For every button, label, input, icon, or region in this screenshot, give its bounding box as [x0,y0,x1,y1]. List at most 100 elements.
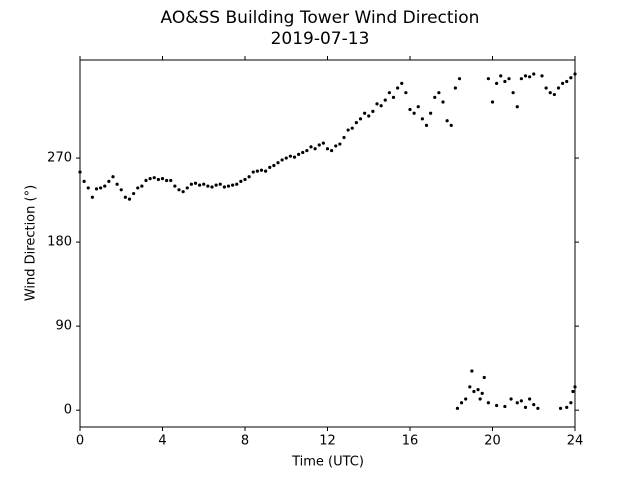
point [214,183,218,187]
point [156,177,160,182]
point [169,178,173,183]
point [86,186,90,190]
point [313,147,317,151]
point [272,163,276,168]
x-tick-label: 8 [241,434,249,449]
x-tick-label: 16 [402,434,419,449]
point [140,184,144,188]
point [185,186,189,190]
point [408,107,412,112]
point [371,109,375,113]
point [239,179,243,183]
y-tick-label: 0 [64,403,72,418]
point [82,179,86,183]
point [396,86,400,90]
x-tick-label: 0 [76,434,84,449]
point [565,79,569,84]
point [103,184,107,188]
point [350,126,354,130]
chart-subtitle: 2019-07-13 [271,29,370,49]
point [486,77,490,81]
point [342,135,346,140]
point [509,397,513,401]
point [288,154,292,158]
point [177,188,181,192]
point [569,76,573,80]
point [476,388,480,392]
point [387,91,391,95]
point [515,105,519,109]
point [464,397,468,401]
point [325,147,330,151]
point [457,77,462,81]
point [202,182,206,186]
point [127,197,132,201]
y-tick-label: 270 [47,151,72,166]
point [330,148,334,153]
point [305,148,309,153]
point [490,100,495,104]
point [152,176,156,180]
point [268,165,272,169]
point [78,170,82,174]
point [391,95,396,99]
point [412,111,416,115]
point [420,117,424,121]
point [519,399,523,403]
point [400,81,404,85]
point [251,170,255,174]
point [556,86,561,90]
point [486,401,490,405]
point [503,79,507,84]
point [375,102,379,106]
point [480,391,484,395]
point [193,181,198,185]
point [478,397,482,401]
point [222,185,226,189]
point [99,186,103,190]
y-tick-label: 90 [55,319,72,334]
point [503,404,507,409]
point [437,91,441,95]
point [173,184,177,188]
point [111,175,115,179]
point [536,406,540,410]
chart-title: AO&SS Building Tower Wind Direction [161,8,480,28]
point [569,401,573,405]
point [424,123,429,127]
point [148,176,152,181]
y-tick-label: 180 [47,235,72,250]
point [495,403,499,408]
point [472,389,476,394]
point [309,145,313,149]
point [532,72,536,76]
point [123,195,127,199]
point [243,177,247,182]
point [363,111,367,115]
point [453,86,457,90]
point [523,74,528,78]
point [321,141,325,145]
point [558,406,563,410]
point [235,182,239,186]
point [455,406,460,410]
point [433,95,437,99]
point [226,184,231,188]
point [441,100,445,104]
point [470,369,474,373]
point [459,401,464,405]
point [115,182,119,186]
point [247,175,251,179]
point [519,77,523,81]
point [354,120,358,125]
point [107,179,111,183]
point [532,402,536,407]
point [540,74,544,78]
point [429,111,433,115]
point [297,152,301,156]
point [231,183,235,187]
point [499,74,503,78]
point [276,161,280,165]
point [383,98,387,102]
point [198,183,202,187]
